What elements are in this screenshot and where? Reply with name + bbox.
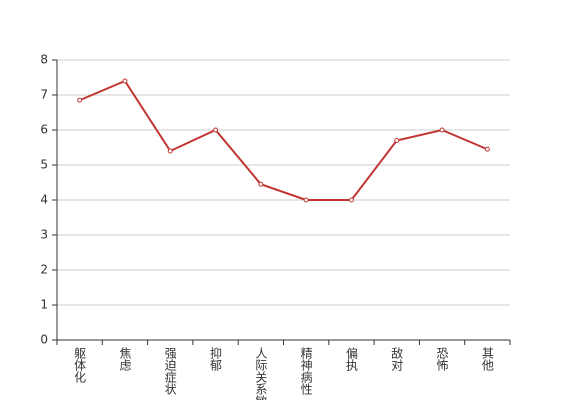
- y-tick-label: 2: [40, 263, 48, 277]
- point: [167, 148, 173, 154]
- y-tick-label: 8: [40, 53, 48, 67]
- point: [77, 97, 83, 103]
- x-tick-label: 强迫症状: [163, 347, 177, 395]
- x-tick-label: 躯体化: [73, 346, 87, 384]
- y-tick-label: 0: [40, 333, 48, 347]
- point: [258, 181, 264, 187]
- y-tick-label: 4: [40, 193, 48, 207]
- point: [484, 146, 490, 152]
- y-tick-label: 6: [40, 123, 48, 137]
- line: [79, 79, 488, 201]
- y-tick-label: 3: [40, 228, 48, 242]
- x-tick-label: 精神病性: [299, 347, 313, 396]
- y-tick-label: 7: [40, 88, 48, 102]
- point: [439, 127, 445, 133]
- y-tick-label: 1: [40, 298, 48, 312]
- y-tick-label: 5: [40, 158, 48, 172]
- x-tick-label: 抑郁: [209, 346, 223, 372]
- x-tick-label: 人际关系敏感: [254, 347, 268, 400]
- x-tick-label: 恐怖: [435, 347, 449, 371]
- point: [122, 78, 128, 84]
- point: [213, 127, 219, 133]
- x-tick-label: 敌对: [390, 346, 404, 371]
- point: [348, 197, 354, 203]
- point: [303, 197, 309, 203]
- x-tick-label: 焦虑: [118, 347, 132, 371]
- x-tick-label: 偏执: [344, 346, 358, 372]
- point: [394, 138, 400, 143]
- x-tick-label: 其他: [480, 347, 494, 371]
